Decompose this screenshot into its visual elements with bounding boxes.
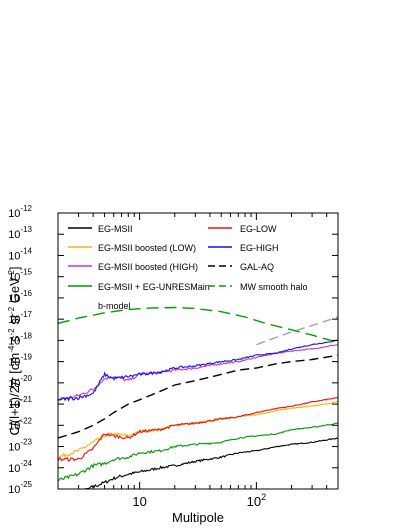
y-tick-label: 10-25 (8, 480, 32, 496)
y-tick-label: 10-21 (8, 395, 32, 411)
y-tick-label: 10-20 (8, 374, 32, 390)
y-tick-label: 10-23 (8, 438, 32, 454)
legend-label: EG-MSII (98, 224, 133, 234)
series-line (58, 306, 338, 344)
series-eg-msii (85, 437, 338, 489)
series-line (85, 437, 338, 489)
legend-item-mw-smooth-halo: MW smooth halo (208, 282, 308, 292)
series-mw-smooth-halo (58, 306, 338, 344)
legend-label: EG-MSII boosted (HIGH) (98, 262, 198, 272)
series-line (256, 316, 338, 346)
y-tick-label: 10-15 (8, 268, 32, 284)
series-reference-line (256, 316, 338, 346)
y-tick-label: 10-22 (8, 416, 32, 432)
legend-item-gal-aq: GAL-AQ (208, 262, 274, 272)
y-tick-label: 10-14 (8, 246, 32, 262)
legend-item-eg-msii-eg-unresmain: EG-MSII + EG-UNRESMain (68, 282, 210, 292)
y-tick-label: 10-16 (8, 289, 32, 305)
series-eg-low (58, 396, 338, 462)
legend-item-eg-msii: EG-MSII (68, 224, 133, 234)
x-tick-label: 10 (132, 494, 146, 509)
series-line (58, 354, 338, 439)
legend-item-eg-msii-boosted-low: EG-MSII boosted (LOW) (68, 243, 196, 253)
legend-label: GAL-AQ (240, 262, 274, 272)
series-line (58, 422, 338, 482)
y-tick-label: 10-24 (8, 459, 32, 475)
series-eg-msii-boosted-low (58, 401, 338, 460)
y-tick-label: 10-19 (8, 353, 32, 369)
y-tick-label: 10-13 (8, 225, 32, 241)
y-tick-label: 10-17 (8, 310, 32, 326)
x-axis-label: Multipole (172, 510, 224, 525)
series-layer (58, 306, 338, 489)
legend-label: MW smooth halo (240, 282, 308, 292)
series-gal-aq (58, 354, 338, 439)
legend-label: EG-LOW (240, 224, 277, 234)
series-line (58, 396, 338, 462)
legend-item-eg-high: EG-HIGH (208, 243, 279, 253)
y-tick-label: 10-12 (8, 204, 32, 220)
series-line (58, 343, 338, 402)
legend-label: EG-MSII + EG-UNRESMain (98, 282, 210, 292)
x-axis-ticks: 10 102 (57, 213, 339, 509)
series-eg-msii-eg-unresmain (58, 422, 338, 482)
y-axis-ticks: 10-12 10-13 10-14 10-15 10-16 10-17 10-18 10-19… (8, 204, 338, 496)
legend-item-eg-msii-boosted-high: EG-MSII boosted (HIGH) (68, 262, 198, 272)
y-tick-label: 10-18 (8, 331, 32, 347)
plot-frame (57, 212, 339, 490)
series-eg-high (58, 339, 338, 402)
series-eg-msii-boosted-high (58, 343, 338, 402)
legend-label: EG-HIGH (240, 243, 279, 253)
legend: EG-MSII EG-LOW EG-MSII boosted (LOW) EG-HIG… (68, 224, 308, 311)
x-tick-label: 102 (247, 492, 266, 509)
y-axis-label: Cl(l+1)/2π [cm-4 s-2 sr-2 GeV-2] (7, 266, 22, 435)
legend-item-eg-low: EG-LOW (208, 224, 277, 234)
series-line (58, 401, 338, 460)
legend-label-b-model: b-model (98, 301, 131, 311)
series-line (58, 339, 338, 402)
legend-label: EG-MSII boosted (LOW) (98, 243, 196, 253)
